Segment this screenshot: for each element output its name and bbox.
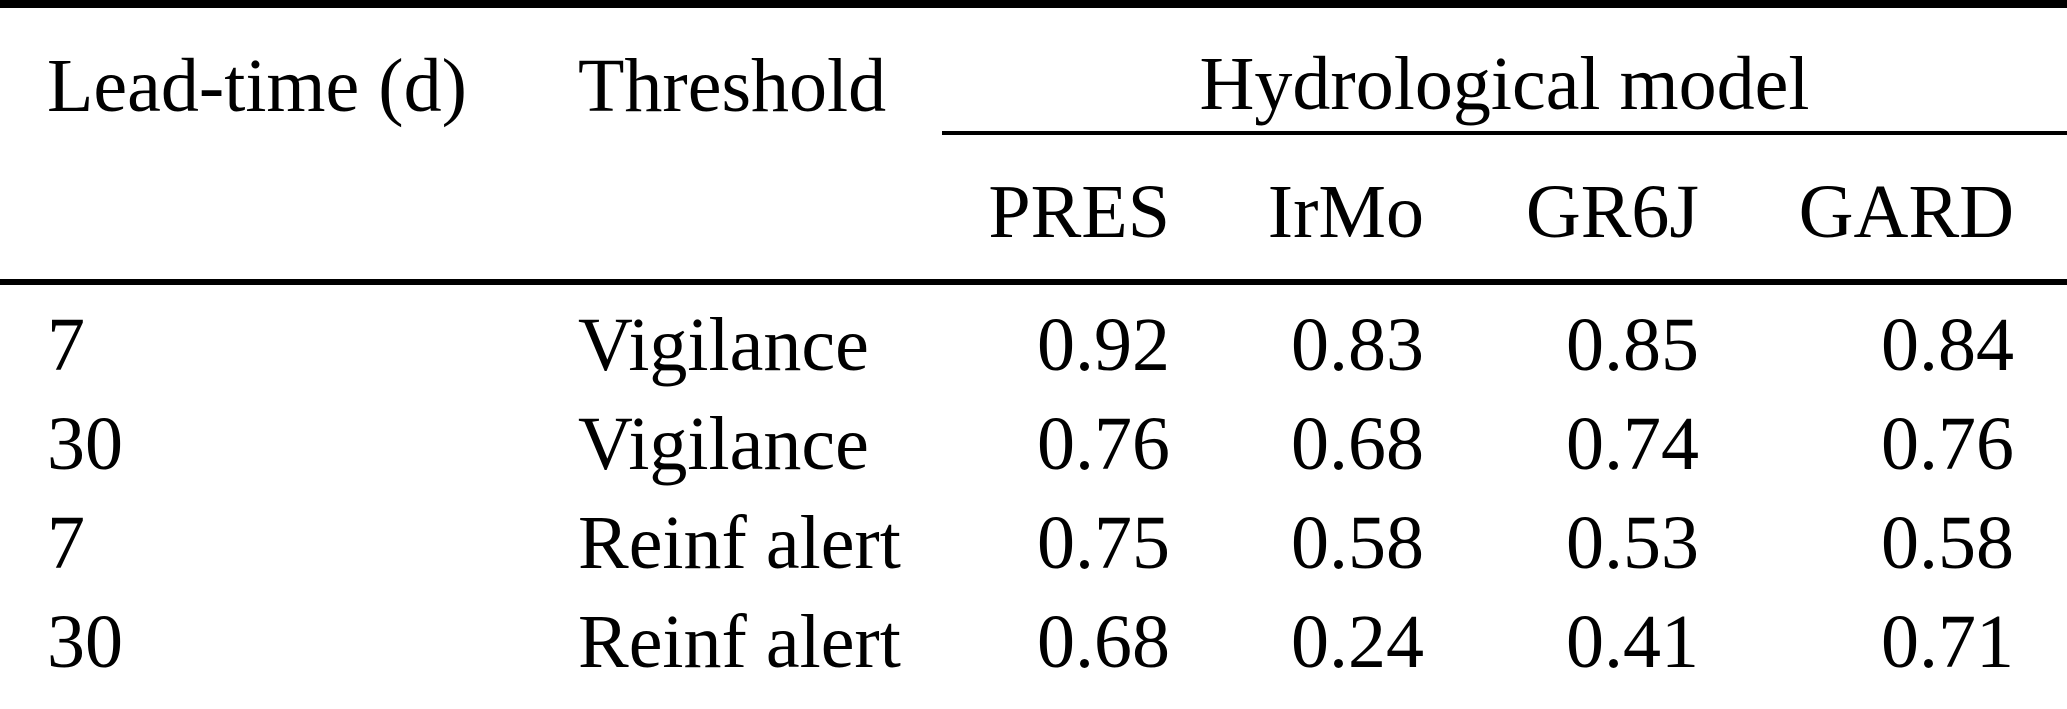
table-body: 7 Vigilance 0.92 0.83 0.85 0.84 30 Vigil… <box>0 285 2067 709</box>
cell-value-gard: 0.71 <box>1881 600 2015 684</box>
cell-value-gard: 0.76 <box>1881 402 2015 486</box>
col-header-gard: GARD <box>1719 135 2067 285</box>
cell-value-irmo: 0.58 <box>1291 501 1424 585</box>
cell-value-gard: 0.84 <box>1881 303 2015 387</box>
cell-value-pres: 0.92 <box>1037 303 1170 387</box>
cell-value-gr6j: 0.85 <box>1566 303 1699 387</box>
cell-value-gr6j: 0.74 <box>1566 402 1699 486</box>
cell-value-irmo: 0.68 <box>1291 402 1424 486</box>
table-bottom-spacer <box>0 681 2067 709</box>
header-row-models: PRES IrMo GR6J GARD <box>0 135 2067 285</box>
header-row-groups: Lead-time (d) Threshold Hydrological mod… <box>0 8 2067 135</box>
cell-value-gr6j: 0.53 <box>1566 501 1699 585</box>
cell-value-irmo: 0.83 <box>1291 303 1424 387</box>
cell-threshold: Reinf alert <box>578 600 901 684</box>
cell-value-pres: 0.68 <box>1037 600 1170 684</box>
col-group-header-hydrological-model: Hydrological model <box>942 8 2067 135</box>
spacer-cell <box>0 681 2067 709</box>
header-spacer-lead-time <box>0 135 535 285</box>
cell-value-pres: 0.76 <box>1037 402 1170 486</box>
table-row: 7 Reinf alert 0.75 0.58 0.53 0.58 <box>0 483 2067 582</box>
cell-value-gr6j: 0.41 <box>1566 600 1699 684</box>
cell-value-pres: 0.75 <box>1037 501 1170 585</box>
table-row: 7 Vigilance 0.92 0.83 0.85 0.84 <box>0 285 2067 384</box>
table-row: 30 Vigilance 0.76 0.68 0.74 0.76 <box>0 384 2067 483</box>
cell-lead-time: 30 <box>47 600 123 684</box>
col-header-irmo: IrMo <box>1190 135 1444 285</box>
cell-threshold: Vigilance <box>578 402 869 486</box>
col-header-threshold: Threshold <box>578 44 887 128</box>
cell-lead-time: 30 <box>47 402 123 486</box>
cell-value-gard: 0.58 <box>1881 501 2015 585</box>
header-spacer-threshold <box>535 135 942 285</box>
col-header-pres: PRES <box>942 135 1190 285</box>
cell-threshold: Vigilance <box>578 303 869 387</box>
table-row: 30 Reinf alert 0.68 0.24 0.41 0.71 <box>0 582 2067 681</box>
table-header: Lead-time (d) Threshold Hydrological mod… <box>0 8 2067 285</box>
cell-value-irmo: 0.24 <box>1291 600 1424 684</box>
cell-lead-time: 7 <box>47 303 85 387</box>
cell-threshold: Reinf alert <box>578 501 901 585</box>
cell-lead-time: 7 <box>47 501 85 585</box>
col-header-lead-time: Lead-time (d) <box>47 44 467 128</box>
col-header-gr6j: GR6J <box>1444 135 1719 285</box>
